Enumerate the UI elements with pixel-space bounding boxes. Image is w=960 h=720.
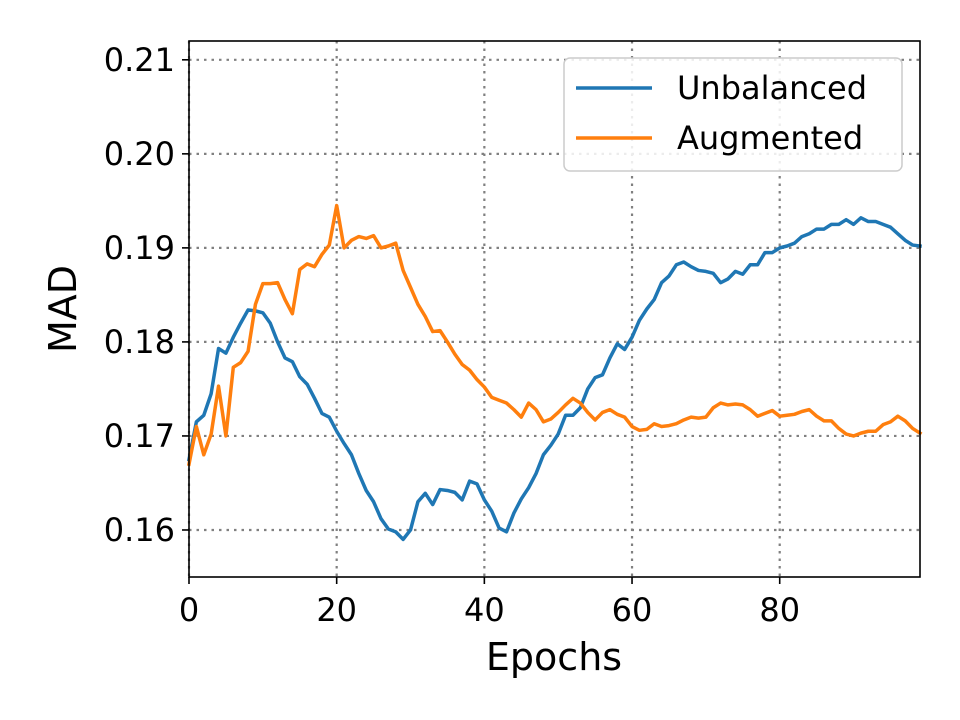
y-tick-label: 0.21 (104, 41, 175, 79)
series-line-unbalanced (186, 216, 922, 542)
x-axis-title: Epochs (486, 635, 622, 679)
y-tick-label: 0.17 (104, 417, 175, 455)
y-tick-label: 0.19 (104, 229, 175, 267)
legend-label-unbalanced: Unbalanced (677, 69, 867, 107)
series-lines (186, 203, 923, 542)
x-tick-label: 20 (316, 591, 357, 629)
series-line-augmented (186, 203, 923, 467)
legend: Unbalanced Augmented (563, 57, 903, 172)
y-tick-label: 0.18 (104, 323, 175, 361)
plot-frame (188, 40, 921, 578)
legend-label-augmented: Augmented (677, 119, 863, 157)
x-axis: 0 20 40 60 80 (179, 577, 800, 629)
x-tick-label: 0 (179, 591, 199, 629)
y-axis: 0.16 0.17 0.18 0.19 0.20 0.21 (104, 41, 189, 549)
y-axis-title: MAD (41, 265, 85, 353)
y-tick-label: 0.16 (104, 511, 175, 549)
x-tick-label: 40 (464, 591, 505, 629)
y-tick-label: 0.20 (104, 135, 175, 173)
x-tick-label: 60 (612, 591, 653, 629)
x-tick-label: 80 (759, 591, 800, 629)
